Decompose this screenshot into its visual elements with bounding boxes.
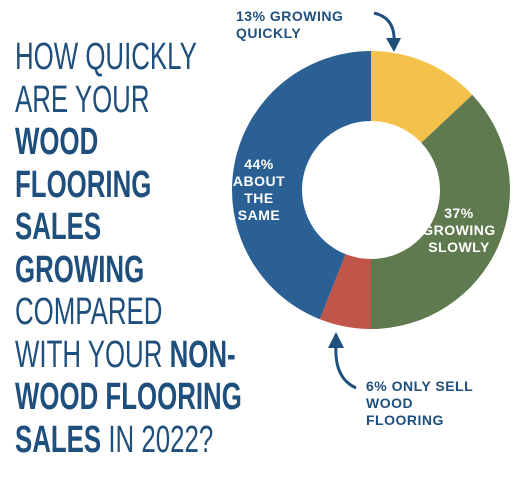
arrow-head [386,38,401,52]
category-label: ONLY SELL WOOD FLOORING [366,378,473,428]
value-label: 37% [444,205,474,221]
slice-label: 37% GROWING SLOWLY [414,205,504,256]
title-line: WOOD FLOORING [15,376,260,419]
title-segment: SALES [15,206,102,248]
category-label: GROWING QUICKLY [236,8,344,41]
title-segment: WITH YOUR [15,333,163,376]
title-segment: NON- [169,333,236,376]
arrow [334,344,357,390]
title-segment: HOW QUICKLY [15,36,197,78]
donut-slice [319,254,371,329]
chart-title: HOW QUICKLY ARE YOUR WOOD FLOORING SALES GROW… [15,36,260,461]
title-line: ARE YOUR [15,79,260,122]
title-segment: COMPARED [15,291,163,333]
title-segment: ARE YOUR [15,78,150,121]
title-line: COMPARED [15,291,260,334]
title-line: WOOD [15,121,260,164]
title-segment: FLOORING [15,163,152,206]
donut-slice [371,94,510,329]
category-label: GROWING SLOWLY [422,222,496,255]
title-segment: WOOD [15,121,99,163]
title-line: SALES IN 2022? [15,419,260,462]
title-line: GROWING [15,249,260,292]
donut-slice [232,51,371,320]
title-segment: SALES [15,418,102,461]
value-label: 13% [236,8,266,24]
arrow-head [328,332,344,348]
slice-label: 13% GROWING QUICKLY [236,8,386,42]
value-label: 44% [244,156,274,172]
slice-label: 44% ABOUT THE SAME [226,156,292,224]
title-line: SALES [15,206,260,249]
title-line: FLOORING [15,164,260,207]
title-segment: GROWING [15,248,145,291]
category-label: ABOUT THE SAME [232,173,286,223]
title-segment: IN 2022? [108,418,214,461]
title-line: HOW QUICKLY [15,36,260,79]
value-label: 6% [366,378,388,394]
title-segment: WOOD FLOORING [15,376,242,418]
title-line: WITH YOUR NON- [15,334,260,377]
slice-label: 6% ONLY SELL WOOD FLOORING [366,378,476,429]
donut-slice [371,51,473,143]
